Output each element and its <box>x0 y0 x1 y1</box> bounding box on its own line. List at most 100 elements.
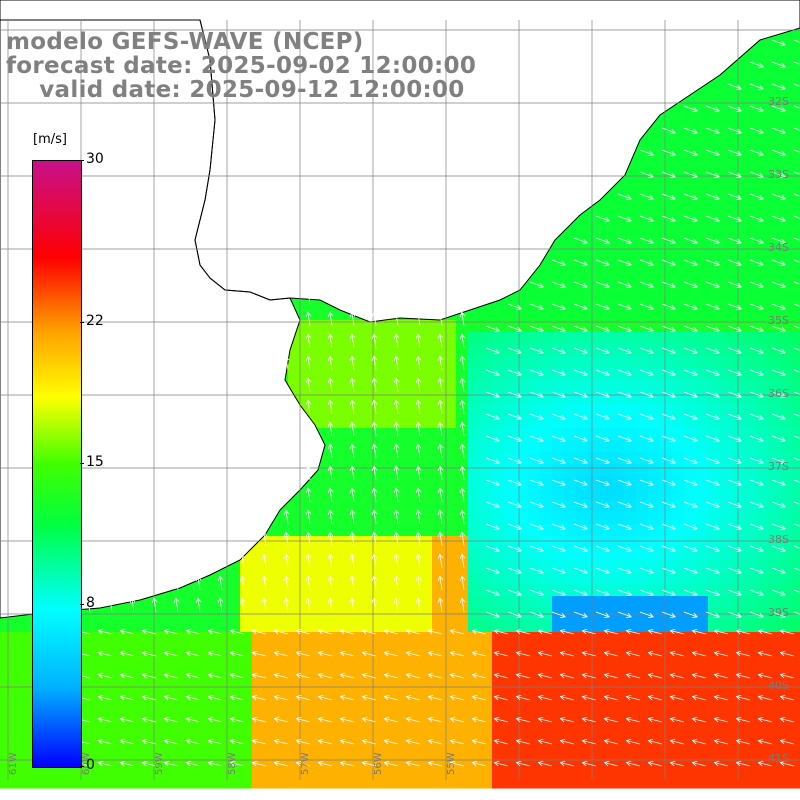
wind-arrow <box>371 421 378 437</box>
speed-cell <box>708 164 721 177</box>
speed-cell <box>660 272 673 285</box>
wind-arrow <box>515 716 531 723</box>
speed-cell <box>324 524 337 537</box>
speed-cell <box>624 440 637 453</box>
speed-cell <box>480 596 493 609</box>
speed-cell <box>432 536 445 549</box>
speed-cell <box>444 776 457 789</box>
speed-cell <box>588 560 601 573</box>
speed-cell <box>588 764 601 777</box>
speed-cell <box>612 380 625 393</box>
speed-cell <box>336 740 349 753</box>
speed-cell <box>504 500 517 513</box>
speed-cell <box>504 692 517 705</box>
speed-cell <box>372 404 385 417</box>
wind-arrow <box>437 597 444 613</box>
speed-cell <box>588 680 601 693</box>
speed-cell <box>384 512 397 525</box>
wind-arrow <box>493 628 509 635</box>
speed-cell <box>324 500 337 513</box>
speed-cell <box>720 320 733 333</box>
speed-cell <box>480 356 493 369</box>
speed-cell <box>444 512 457 525</box>
speed-cell <box>384 596 397 609</box>
wind-arrow <box>273 760 289 767</box>
speed-cell <box>300 392 313 405</box>
speed-cell <box>672 500 685 513</box>
speed-cell <box>564 776 577 789</box>
speed-cell <box>636 176 649 189</box>
wind-arrow <box>603 694 619 701</box>
speed-cell <box>300 656 313 669</box>
speed-cell <box>408 320 421 333</box>
wind-arrow <box>551 347 566 354</box>
speed-cell <box>684 272 697 285</box>
speed-cell <box>384 344 397 357</box>
speed-cell <box>96 632 109 645</box>
speed-cell <box>312 680 325 693</box>
speed-cell <box>564 464 577 477</box>
speed-cell <box>660 260 673 273</box>
wind-arrow <box>727 171 742 178</box>
speed-cell <box>516 356 529 369</box>
speed-cell <box>576 488 589 501</box>
speed-cell <box>780 452 793 465</box>
wind-arrow <box>559 650 575 657</box>
wind-arrow <box>639 413 654 420</box>
speed-cell <box>648 380 661 393</box>
speed-cell <box>300 500 313 513</box>
speed-cell <box>216 584 229 597</box>
speed-cell <box>384 452 397 465</box>
wind-arrow <box>415 333 422 349</box>
speed-cell <box>660 128 673 141</box>
speed-cell <box>408 488 421 501</box>
speed-cell <box>696 464 709 477</box>
speed-cell <box>84 740 97 753</box>
speed-cell <box>756 488 769 501</box>
wind-arrow <box>595 325 610 332</box>
wind-arrow <box>551 413 566 420</box>
wind-arrow <box>239 553 246 569</box>
speed-cell <box>504 308 517 321</box>
wind-arrow <box>449 694 465 701</box>
speed-cell <box>84 716 97 729</box>
speed-cell <box>792 56 800 69</box>
wind-arrow <box>793 413 800 417</box>
wind-arrow <box>669 760 685 767</box>
speed-cell <box>540 632 553 645</box>
wind-arrow <box>529 457 544 464</box>
speed-cell <box>648 236 661 249</box>
speed-cell <box>768 56 781 69</box>
speed-cell <box>528 500 541 513</box>
speed-cell <box>204 632 217 645</box>
wind-arrow <box>683 523 698 530</box>
speed-cell <box>480 752 493 765</box>
wind-arrow <box>485 545 500 552</box>
speed-cell <box>612 488 625 501</box>
speed-cell <box>216 644 229 657</box>
wind-arrow <box>485 501 500 508</box>
speed-cell <box>480 488 493 501</box>
speed-cell <box>252 764 265 777</box>
speed-cell <box>348 332 361 345</box>
speed-cell <box>636 224 649 237</box>
speed-cell <box>420 380 433 393</box>
speed-cell <box>660 476 673 489</box>
speed-cell <box>624 212 637 225</box>
speed-cell <box>564 644 577 657</box>
wind-arrow <box>339 738 355 745</box>
wind-arrow <box>669 716 685 723</box>
speed-cell <box>324 488 337 501</box>
speed-cell <box>360 524 373 537</box>
speed-cell <box>792 344 800 357</box>
wind-arrow <box>207 672 223 679</box>
speed-cell <box>564 488 577 501</box>
speed-cell <box>528 632 541 645</box>
speed-cell <box>396 440 409 453</box>
wind-arrow <box>327 531 334 547</box>
speed-cell <box>468 596 481 609</box>
speed-cell <box>672 212 685 225</box>
wind-arrow <box>647 650 663 657</box>
speed-cell <box>168 704 181 717</box>
speed-cell <box>744 380 757 393</box>
